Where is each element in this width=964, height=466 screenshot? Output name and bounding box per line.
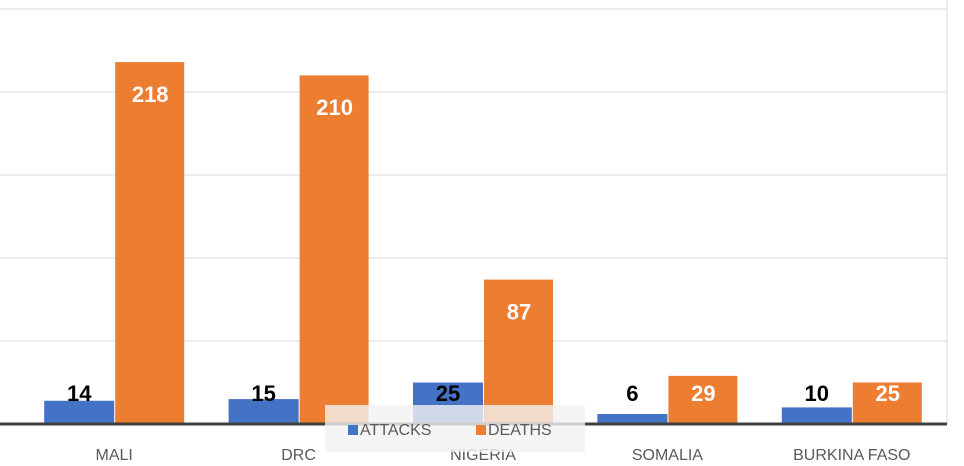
x-tick-label: SOMALIA — [632, 447, 703, 464]
bar — [44, 400, 115, 424]
data-label: 87 — [507, 299, 531, 324]
data-label: 25 — [436, 381, 460, 406]
data-label: 25 — [876, 381, 900, 406]
data-label: 14 — [67, 381, 92, 406]
legend-swatch — [348, 425, 358, 435]
bar — [781, 407, 852, 424]
legend: ATTACKS DEATHS — [325, 405, 585, 452]
legend-box — [325, 405, 585, 452]
bar — [852, 382, 922, 424]
legend-label: DEATHS — [488, 422, 552, 439]
data-label: 6 — [626, 381, 638, 406]
data-label: 29 — [691, 381, 715, 406]
data-label: 10 — [805, 381, 829, 406]
x-tick-label: DRC — [281, 447, 316, 464]
legend-label: ATTACKS — [360, 422, 431, 439]
bar — [668, 375, 738, 424]
data-label: 210 — [316, 95, 353, 120]
data-label: 15 — [251, 381, 275, 406]
bar — [484, 279, 553, 424]
legend-swatch — [476, 425, 486, 435]
bar — [299, 75, 369, 425]
bar — [228, 399, 299, 424]
data-label: 218 — [132, 82, 169, 107]
x-tick-label: MALI — [96, 447, 133, 464]
bar — [597, 414, 668, 424]
bar — [115, 62, 185, 425]
x-tick-label: BURKINA FASO — [793, 447, 910, 464]
